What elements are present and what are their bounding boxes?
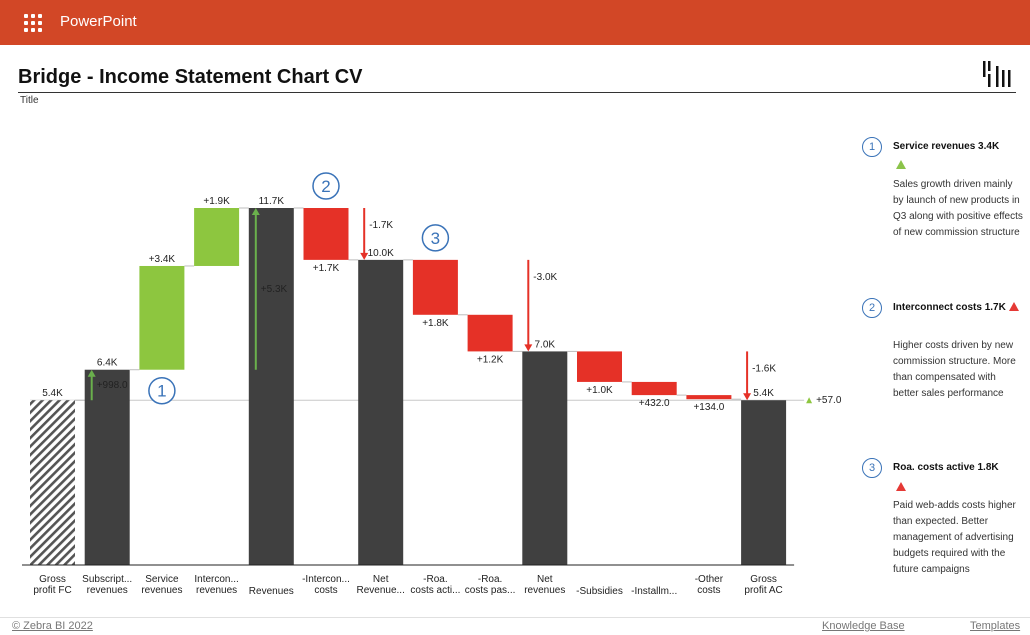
category-label: -Intercon...	[302, 574, 350, 585]
bar	[686, 395, 732, 400]
templates-link[interactable]: Templates	[970, 620, 1021, 632]
bar	[358, 259, 404, 565]
variance-label: -3.0K	[533, 272, 557, 283]
note-number-badge: 1	[862, 137, 882, 157]
category-label: -Roa.	[423, 574, 447, 585]
bar	[412, 259, 458, 315]
category-label: Net	[537, 574, 553, 585]
data-label: 11.7K	[259, 196, 285, 207]
note-title: Roa. costs active 1.8K	[893, 462, 999, 473]
green-up-triangle-icon	[896, 159, 906, 175]
data-label: 5.4K	[753, 388, 774, 399]
callout-badge	[421, 224, 450, 252]
category-label: Gross	[39, 574, 66, 585]
bar	[30, 400, 75, 565]
variance-arrowhead	[360, 252, 369, 260]
red-up-triangle-icon	[896, 480, 906, 496]
category-label: -Other	[695, 574, 724, 585]
variance-arrowhead	[87, 369, 96, 377]
data-label: +3.4K	[149, 254, 176, 265]
bar	[467, 314, 513, 352]
variance-arrowhead	[251, 208, 260, 215]
note-title: Service revenues 3.4K	[893, 141, 1000, 152]
variance-arrowhead	[743, 393, 752, 401]
red-up-triangle-icon	[1008, 302, 1019, 313]
data-label: +1.9K	[203, 196, 230, 207]
note-title: Interconnect costs 1.7K	[893, 300, 1023, 316]
data-label: 10.0K	[368, 248, 394, 259]
footer-divider	[0, 617, 1030, 618]
note-number-badge: 3	[862, 458, 882, 478]
data-label: +1.0K	[586, 385, 613, 396]
app-name[interactable]: PowerPoint	[60, 13, 137, 30]
data-label: +134.0	[693, 402, 724, 413]
bar	[577, 351, 622, 382]
copyright-link[interactable]: © Zebra BI 2022	[12, 620, 93, 632]
data-label: +432.0	[639, 398, 670, 409]
knowledge-base-link[interactable]: Knowledge Base	[822, 620, 905, 632]
waffle-icon[interactable]	[24, 14, 42, 32]
bar	[522, 351, 568, 565]
category-label: Intercon...	[194, 574, 238, 585]
variance-label: -1.7K	[369, 220, 393, 231]
category-label: profit AC	[744, 585, 782, 596]
category-label: Revenue...	[357, 585, 405, 596]
category-label: revenues	[196, 585, 237, 596]
reference-delta-label: +57.0	[816, 395, 842, 406]
callout-number: 1	[157, 382, 166, 401]
title-divider	[18, 92, 1016, 93]
category-label: Net	[373, 574, 389, 585]
bar	[741, 400, 787, 565]
note-title-text: Interconnect costs 1.7K	[893, 302, 1006, 313]
category-label: -Roa.	[478, 574, 502, 585]
variance-label: +5.3K	[261, 284, 288, 295]
callout-number: 3	[431, 229, 440, 248]
callout-badge	[148, 376, 176, 405]
note-body: Paid web-adds costs higher than expected…	[893, 500, 1016, 575]
category-label: profit FC	[33, 585, 71, 596]
callout-badge	[312, 172, 340, 200]
category-label: Gross	[750, 574, 777, 585]
category-label: Subscript...	[82, 574, 132, 585]
category-label: revenues	[87, 585, 128, 596]
category-label: -Subsidies	[576, 586, 623, 597]
data-label: 5.4K	[42, 388, 63, 399]
data-label: 7.0K	[535, 339, 556, 350]
page-subtitle: Title	[20, 95, 39, 106]
variance-arrowhead	[524, 344, 533, 352]
data-label: +1.8K	[422, 318, 449, 329]
app-title-bar: PowerPoint	[0, 0, 1030, 45]
variance-label: -1.6K	[752, 363, 776, 374]
category-label: costs acti...	[410, 585, 460, 596]
category-label: Service	[145, 574, 179, 585]
bar	[84, 369, 130, 565]
category-label: costs	[314, 585, 337, 596]
bar	[631, 381, 677, 396]
category-label: costs	[697, 585, 720, 596]
variance-label: +998.0	[97, 380, 128, 391]
note-number-badge: 2	[862, 298, 882, 318]
category-label: Revenues	[249, 586, 294, 597]
category-label: -Installm...	[631, 586, 677, 597]
bar	[139, 265, 185, 370]
note-body: Higher costs driven by new commission st…	[893, 340, 1016, 399]
data-label: +1.2K	[477, 354, 504, 365]
bar	[194, 208, 240, 266]
callout-number: 2	[321, 177, 330, 196]
category-label: costs pas...	[465, 585, 516, 596]
data-label: +1.7K	[313, 263, 340, 274]
data-label: 6.4K	[97, 358, 118, 369]
page-title: Bridge - Income Statement Chart CV	[18, 66, 363, 88]
green-up-triangle-icon	[806, 397, 813, 404]
zebra-bi-logo-icon	[983, 61, 1011, 87]
category-label: revenues	[141, 585, 182, 596]
bar	[303, 208, 349, 260]
category-label: revenues	[524, 585, 565, 596]
note-body: Sales growth driven mainly by launch of …	[893, 179, 1023, 238]
